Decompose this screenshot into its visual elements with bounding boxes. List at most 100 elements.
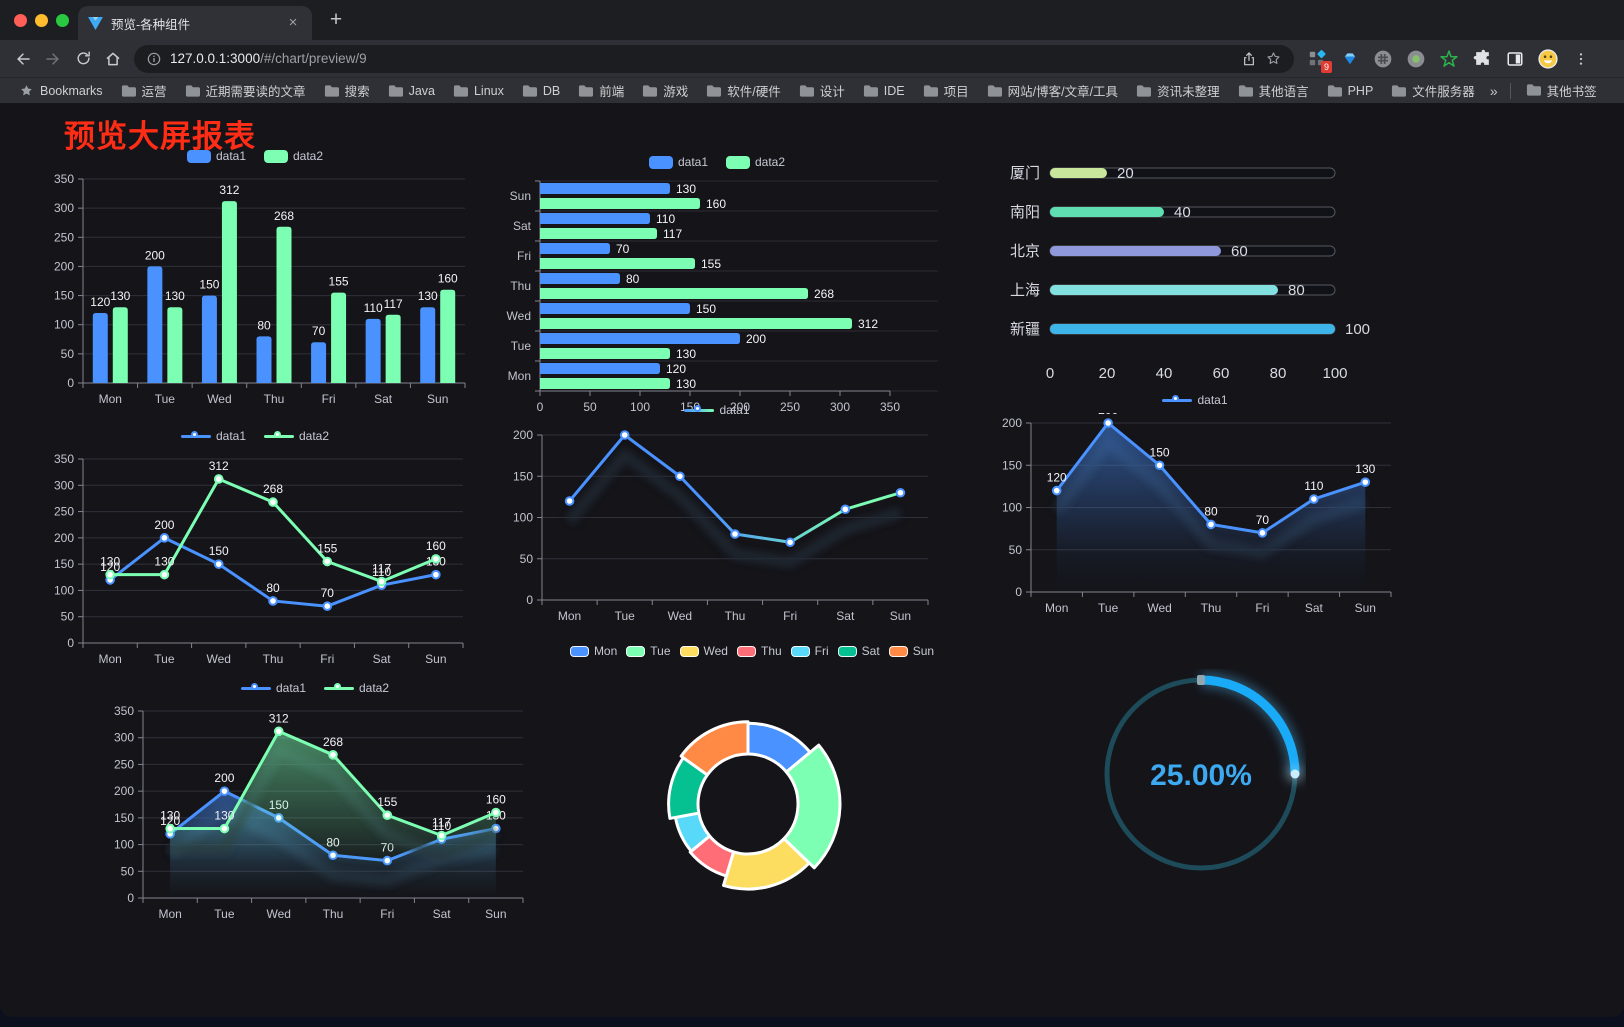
legend-label: data1	[275, 681, 306, 695]
rose-donut-pie-chart[interactable]: Mon Tue Wed Thu Fri Sat Sun	[552, 638, 952, 919]
legend-item-Sun[interactable]: Sun	[888, 644, 934, 658]
svg-text:100: 100	[513, 511, 533, 525]
legend-item-data1[interactable]: data1	[648, 155, 708, 169]
legend-item-data1[interactable]: data1	[240, 681, 306, 695]
folder-icon	[121, 84, 136, 97]
share-icon[interactable]	[1241, 51, 1257, 67]
line-two-canvas[interactable]: 0 50 100 150 200 250 300 350 Mon Tue Wed Thu Fri Sat S…	[35, 449, 475, 679]
folder-icon	[185, 84, 200, 97]
percent-gauge-chart[interactable]: 25.00%	[1096, 669, 1306, 884]
legend-item-data2[interactable]: data2	[264, 429, 329, 443]
bookmark-folder-item[interactable]: 资讯未整理	[1127, 79, 1229, 102]
double-area-chart[interactable]: data1 data2 0 50 100 150 200 250 300 350 Mon Tue Wed…	[95, 675, 535, 941]
progress-list-canvas[interactable]: 厦门 20 南阳 40 北京 60 上海 80 新疆 100 0 20 40 60 80 100	[988, 143, 1378, 393]
legend-item-data1[interactable]: data1	[1162, 393, 1228, 407]
city-progress-chart[interactable]: 厦门 20 南阳 40 北京 60 上海 80 新疆 100 0 20 40 60 80 100	[988, 143, 1378, 398]
other-bookmarks-item[interactable]: 其他书签	[1517, 79, 1606, 102]
bookmark-folder-item[interactable]: Java	[379, 82, 444, 100]
svg-text:100: 100	[54, 318, 74, 332]
svg-text:Sat: Sat	[373, 652, 392, 666]
profile-avatar[interactable]	[1537, 48, 1559, 70]
new-tab-button[interactable]: +	[329, 8, 343, 31]
legend-item-Mon[interactable]: Mon	[569, 644, 617, 658]
bookmarks-overflow-chevron[interactable]: »	[1489, 82, 1498, 99]
bookmark-folder-item[interactable]: 近期需要读的文章	[176, 79, 315, 102]
gradient-line-chart[interactable]: data1 0 50 100 150 200 Mon Tue Wed Thu Fri Sat Sun	[492, 397, 942, 643]
legend-item-data2[interactable]: data2	[264, 149, 323, 163]
reload-button[interactable]	[68, 44, 98, 74]
browser-menu-icon[interactable]	[1570, 48, 1592, 70]
legend-item-data1[interactable]: data1	[684, 403, 750, 417]
extension-grid-icon[interactable]: 9	[1306, 48, 1332, 73]
line-gradient-canvas[interactable]: 0 50 100 150 200 Mon Tue Wed Thu Fri Sat Sun	[492, 423, 942, 638]
legend-item-Fri[interactable]: Fri	[790, 644, 829, 658]
minimize-window-button[interactable]	[35, 14, 48, 27]
legend-item-data1[interactable]: data1	[180, 429, 246, 443]
bookmark-folder-item[interactable]: 文件服务器	[1382, 79, 1484, 102]
close-window-button[interactable]	[14, 14, 27, 27]
green-star-extension-icon[interactable]	[1438, 48, 1460, 70]
bookmark-folder-item[interactable]: 网站/博客/文章/工具	[978, 79, 1127, 102]
area-one-canvas[interactable]: 0 50 100 150 200 Mon Tue Wed Thu Fri Sat Sun 120 200 1…	[985, 403, 1405, 628]
legend-item-data1[interactable]: data1	[186, 149, 246, 163]
green-dot-extension-icon[interactable]	[1405, 48, 1427, 70]
legend-swatch	[186, 149, 211, 163]
svg-text:150: 150	[199, 278, 219, 292]
bookmarks-star-item[interactable]: Bookmarks	[10, 81, 112, 100]
legend-item-Sat[interactable]: Sat	[837, 644, 880, 658]
bookmark-folder-item[interactable]: 运营	[112, 79, 176, 102]
bar-grouped-canvas[interactable]: 0 50 100 150 200 250 300 350 Mon Tue Wed Thu Fri Sat S…	[35, 169, 475, 419]
svg-text:110: 110	[372, 565, 391, 579]
bookmark-folder-item[interactable]: 项目	[914, 79, 978, 102]
bookmark-star-icon[interactable]	[1265, 50, 1282, 67]
vue-devtools-gem-icon[interactable]	[1339, 48, 1361, 70]
maximize-window-button[interactable]	[56, 14, 69, 27]
area-two-canvas[interactable]: 0 50 100 150 200 250 300 350 Mon Tue Wed Thu Fri Sat S…	[95, 701, 535, 936]
extensions-puzzle-icon[interactable]	[1471, 48, 1493, 70]
legend-item-data2[interactable]: data2	[324, 681, 389, 695]
svg-text:100: 100	[630, 400, 650, 414]
pie-rose-canvas[interactable]	[552, 664, 952, 914]
legend-line-icon	[180, 430, 211, 442]
two-series-line-chart[interactable]: data1 data2 0 50 100 150 200 250 300 350 Mon Tue Wed…	[35, 423, 475, 684]
svg-text:Sun: Sun	[425, 652, 446, 666]
gauge-percent-canvas[interactable]: 25.00%	[1096, 669, 1306, 879]
bookmark-folder-item[interactable]: 设计	[790, 79, 854, 102]
folder-icon	[324, 84, 339, 97]
close-tab-icon[interactable]: ×	[288, 14, 298, 31]
bookmark-folder-item[interactable]: Linux	[444, 82, 513, 100]
bookmark-folder-item[interactable]: 其他语言	[1229, 79, 1318, 102]
legend-item-data2[interactable]: data2	[726, 155, 785, 169]
svg-text:312: 312	[858, 317, 878, 331]
site-info-icon[interactable]	[146, 51, 162, 67]
legend-item-Tue[interactable]: Tue	[626, 644, 671, 658]
svg-text:50: 50	[121, 864, 135, 878]
svg-text:Tue: Tue	[615, 609, 636, 623]
bookmark-folder-item[interactable]: 游戏	[633, 79, 697, 102]
side-panel-icon[interactable]	[1504, 48, 1526, 70]
legend-label: Tue	[650, 644, 671, 658]
bookmark-folder-item[interactable]: IDE	[854, 82, 914, 100]
url-bar[interactable]: 127.0.0.1:3000/#/chart/preview/9	[134, 44, 1294, 73]
bookmark-folder-item[interactable]: PHP	[1318, 82, 1383, 100]
svg-text:Thu: Thu	[263, 652, 284, 666]
home-button[interactable]	[98, 44, 128, 74]
browser-tab[interactable]: 预览-各种组件 ×	[78, 6, 312, 40]
single-area-chart[interactable]: data1 0 50 100 150 200 Mon Tue Wed Thu Fri Sat Sun 12…	[985, 387, 1405, 633]
grouped-bar-chart[interactable]: data1 data2 0 50 100 150 200 250 300 350 Mon Tue Wed…	[35, 143, 475, 424]
legend-swatch	[837, 645, 857, 657]
legend-item-Wed[interactable]: Wed	[679, 644, 728, 658]
bookmark-folder-item[interactable]: 软件/硬件	[697, 79, 789, 102]
bookmark-folder-item[interactable]: DB	[513, 82, 569, 100]
tampermonkey-icon[interactable]	[1372, 48, 1394, 70]
svg-text:117: 117	[432, 815, 451, 829]
bookmark-folder-item[interactable]: 前端	[569, 79, 633, 102]
back-button[interactable]	[8, 44, 38, 74]
folder-icon	[453, 84, 468, 97]
page-content: 预览大屏报表 data1 data2 0 50 100 150 200 250 300 350 Mo…	[0, 103, 1624, 1017]
horizontal-bar-chart[interactable]: data1 data2 0 50 100 150 200 250 300 350 Mon 120 130…	[492, 149, 942, 430]
bookmark-folder-item[interactable]: 搜索	[315, 79, 379, 102]
forward-button[interactable]	[38, 44, 68, 74]
legend-item-Thu[interactable]: Thu	[736, 644, 782, 658]
